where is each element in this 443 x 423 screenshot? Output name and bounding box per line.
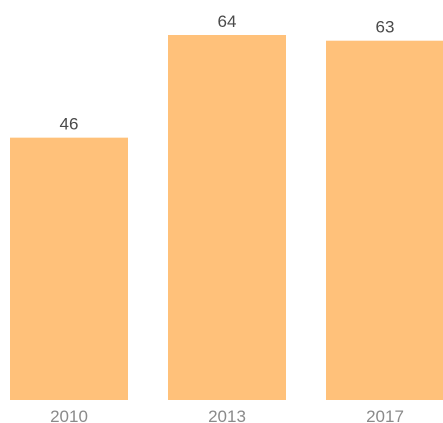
value-labels-layer: 46 64 63 xyxy=(60,12,395,134)
x-tick-label-2013: 2013 xyxy=(208,407,246,423)
bar-value-label-2010: 46 xyxy=(60,115,79,134)
bar-2010 xyxy=(10,137,128,400)
bar-value-label-2017: 63 xyxy=(376,18,395,37)
bars-layer xyxy=(10,35,443,400)
x-axis-tick-labels: 2010 2013 2017 xyxy=(50,407,404,423)
bar-2017 xyxy=(326,40,443,400)
x-tick-label-2017: 2017 xyxy=(366,407,404,423)
x-tick-label-2010: 2010 xyxy=(50,407,88,423)
bar-2013 xyxy=(168,35,286,400)
bar-value-label-2013: 64 xyxy=(218,12,237,31)
